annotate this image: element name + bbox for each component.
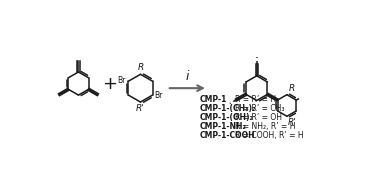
Text: CMP-1: CMP-1 bbox=[200, 95, 227, 104]
Text: R = R’ = CH₃: R = R’ = CH₃ bbox=[235, 104, 285, 113]
Text: Br: Br bbox=[154, 91, 162, 100]
Text: i: i bbox=[185, 70, 189, 83]
Text: R: R bbox=[137, 63, 143, 72]
Text: R = COOH, R’ = H: R = COOH, R’ = H bbox=[235, 131, 304, 140]
Text: CMP-1-COOH: CMP-1-COOH bbox=[200, 131, 256, 140]
Text: CMP-1-NH₂: CMP-1-NH₂ bbox=[200, 122, 247, 131]
Text: Br: Br bbox=[118, 76, 126, 85]
Text: R = R’ = H: R = R’ = H bbox=[235, 95, 276, 104]
Text: R = R’ = OH: R = R’ = OH bbox=[235, 113, 282, 122]
Text: R': R' bbox=[136, 104, 145, 113]
Text: R': R' bbox=[288, 118, 296, 127]
Text: R: R bbox=[289, 84, 295, 93]
Text: R = NH₂, R’ = H: R = NH₂, R’ = H bbox=[235, 122, 296, 131]
Text: CMP-1-(OH)₂: CMP-1-(OH)₂ bbox=[200, 113, 254, 122]
Text: CMP-1-(CH₃)₂: CMP-1-(CH₃)₂ bbox=[200, 104, 256, 113]
Text: +: + bbox=[102, 74, 117, 92]
